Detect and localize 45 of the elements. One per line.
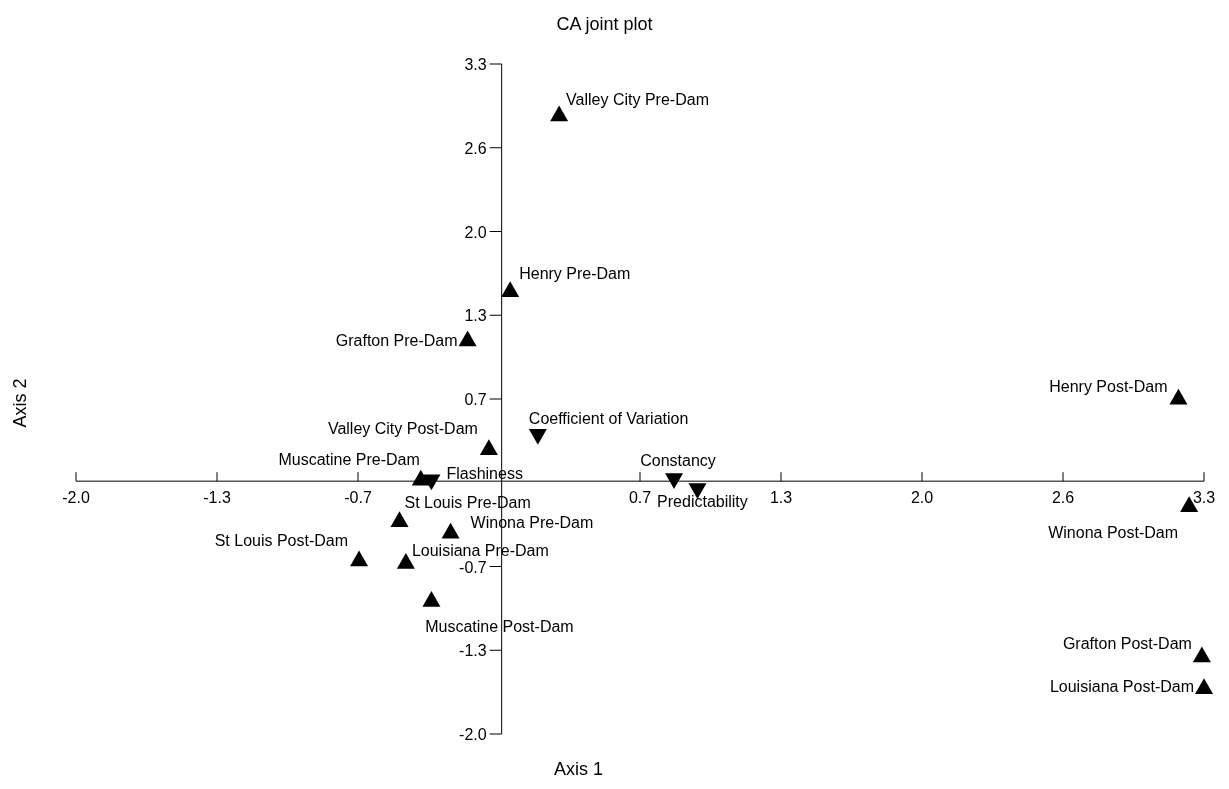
point: [350, 550, 369, 567]
y-tick-label: 0.7: [464, 391, 487, 408]
y-tick-label: -1.3: [459, 642, 487, 660]
point: [441, 522, 460, 539]
annotation: Constancy: [640, 451, 716, 469]
annotation: Valley City Post-Dam: [327, 420, 478, 438]
annotation: Grafton Pre-Dam: [335, 331, 458, 349]
y-tick-label: 1.3: [464, 307, 487, 325]
point: [1169, 388, 1188, 405]
point: [1195, 678, 1213, 694]
point: [479, 439, 498, 456]
x-tick-label: 2.6: [1051, 489, 1075, 507]
annotation: Valley City Pre-Dam: [566, 90, 709, 108]
x-tick-label: -1.3: [203, 489, 231, 507]
x-tick-label: 2.0: [910, 489, 934, 507]
point: [501, 281, 520, 298]
x-tick-label: 1.3: [769, 489, 793, 507]
point: [422, 591, 441, 607]
point: [528, 428, 547, 445]
annotation: Henry Pre-Dam: [519, 265, 631, 283]
point: [390, 511, 409, 528]
y-tick-label: 2.0: [464, 223, 487, 241]
x-tick-label: 3.3: [1192, 489, 1216, 507]
point: [458, 330, 477, 347]
y-tick-label: -2.0: [459, 726, 487, 743]
annotation: Winona Post-Dam: [1048, 524, 1179, 542]
annotation: Henry Post-Dam: [1049, 377, 1168, 395]
x-tick-label: -0.7: [344, 489, 372, 507]
annotation: Louisiana Post-Dam: [1049, 678, 1194, 696]
annotation: Predictability: [657, 493, 748, 511]
annotation: St Louis Post-Dam: [214, 531, 349, 549]
annotation: Muscatine Pre-Dam: [278, 450, 420, 468]
annotation: Coefficient of Variation: [528, 409, 689, 427]
point: [396, 553, 415, 569]
x-tick-label: -2.0: [62, 489, 90, 507]
annotation: Muscatine Post-Dam: [425, 618, 574, 635]
y-tick-label: 3.3: [464, 56, 487, 73]
x-axis-title: Axis 1: [553, 759, 604, 779]
x-tick-label: 0.7: [628, 489, 652, 507]
point: [1192, 646, 1211, 663]
annotation: Grafton Post-Dam: [1062, 634, 1192, 652]
y-axis-title: Axis 2: [10, 378, 30, 428]
chart-title: CA joint plot: [556, 14, 653, 34]
y-tick-label: 2.6: [464, 139, 487, 157]
y-tick-label: -0.7: [459, 558, 487, 576]
